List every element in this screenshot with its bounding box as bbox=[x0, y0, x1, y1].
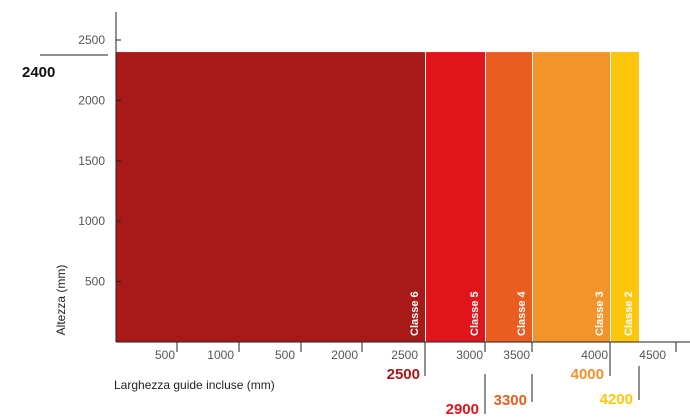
class-label-6: Classe 6 bbox=[409, 291, 421, 336]
bars bbox=[116, 52, 639, 343]
y-tick-label: 1500 bbox=[78, 154, 105, 168]
x-ticks: 500 1000 500 2000 2500 3000 3500 4000 45… bbox=[155, 342, 677, 362]
bar-classe-4 bbox=[486, 52, 532, 343]
y-tick-label: 2000 bbox=[78, 93, 105, 107]
y-tick-label: 1000 bbox=[78, 214, 105, 228]
x-axis-title: Larghezza guide incluse (mm) bbox=[114, 378, 275, 392]
class-label-2: Classe 2 bbox=[623, 291, 635, 336]
bar-classe-3 bbox=[533, 52, 610, 343]
x-tick-label: 4500 bbox=[639, 348, 666, 362]
bar-classe-2 bbox=[611, 52, 639, 343]
width-markers: 2500 2900 3300 4000 4200 bbox=[387, 352, 640, 418]
bar-classe-5 bbox=[426, 52, 485, 343]
width-marker-2500: 2500 bbox=[387, 366, 420, 383]
x-tick-label: 3000 bbox=[456, 348, 483, 362]
width-marker-2900: 2900 bbox=[446, 401, 479, 418]
x-tick-label: 2000 bbox=[331, 348, 358, 362]
y-axis-title: Altezza (mm) bbox=[54, 265, 68, 336]
x-tick-label: 2500 bbox=[391, 348, 418, 362]
class-labels: Classe 6 Classe 5 Classe 4 Classe 3 Clas… bbox=[409, 290, 635, 336]
y-tick-label: 500 bbox=[85, 275, 105, 289]
x-tick-label: 3500 bbox=[503, 348, 530, 362]
class-label-3: Classe 3 bbox=[594, 291, 606, 336]
y-tick-label: 2500 bbox=[78, 33, 105, 47]
width-marker-3300: 3300 bbox=[494, 392, 527, 409]
x-tick-label: 500 bbox=[275, 348, 295, 362]
x-tick-label: 1000 bbox=[207, 348, 234, 362]
y-ticks: 500 1000 1500 2000 2500 bbox=[78, 33, 121, 289]
class-label-5: Classe 5 bbox=[469, 291, 481, 336]
width-marker-4200: 4200 bbox=[600, 391, 633, 408]
height-marker-label: 2400 bbox=[22, 64, 55, 81]
width-marker-4000: 4000 bbox=[571, 366, 604, 383]
x-tick-label: 4000 bbox=[581, 348, 608, 362]
bar-classe-6 bbox=[116, 52, 425, 343]
x-tick-label: 500 bbox=[155, 348, 175, 362]
class-label-4: Classe 4 bbox=[516, 290, 528, 336]
